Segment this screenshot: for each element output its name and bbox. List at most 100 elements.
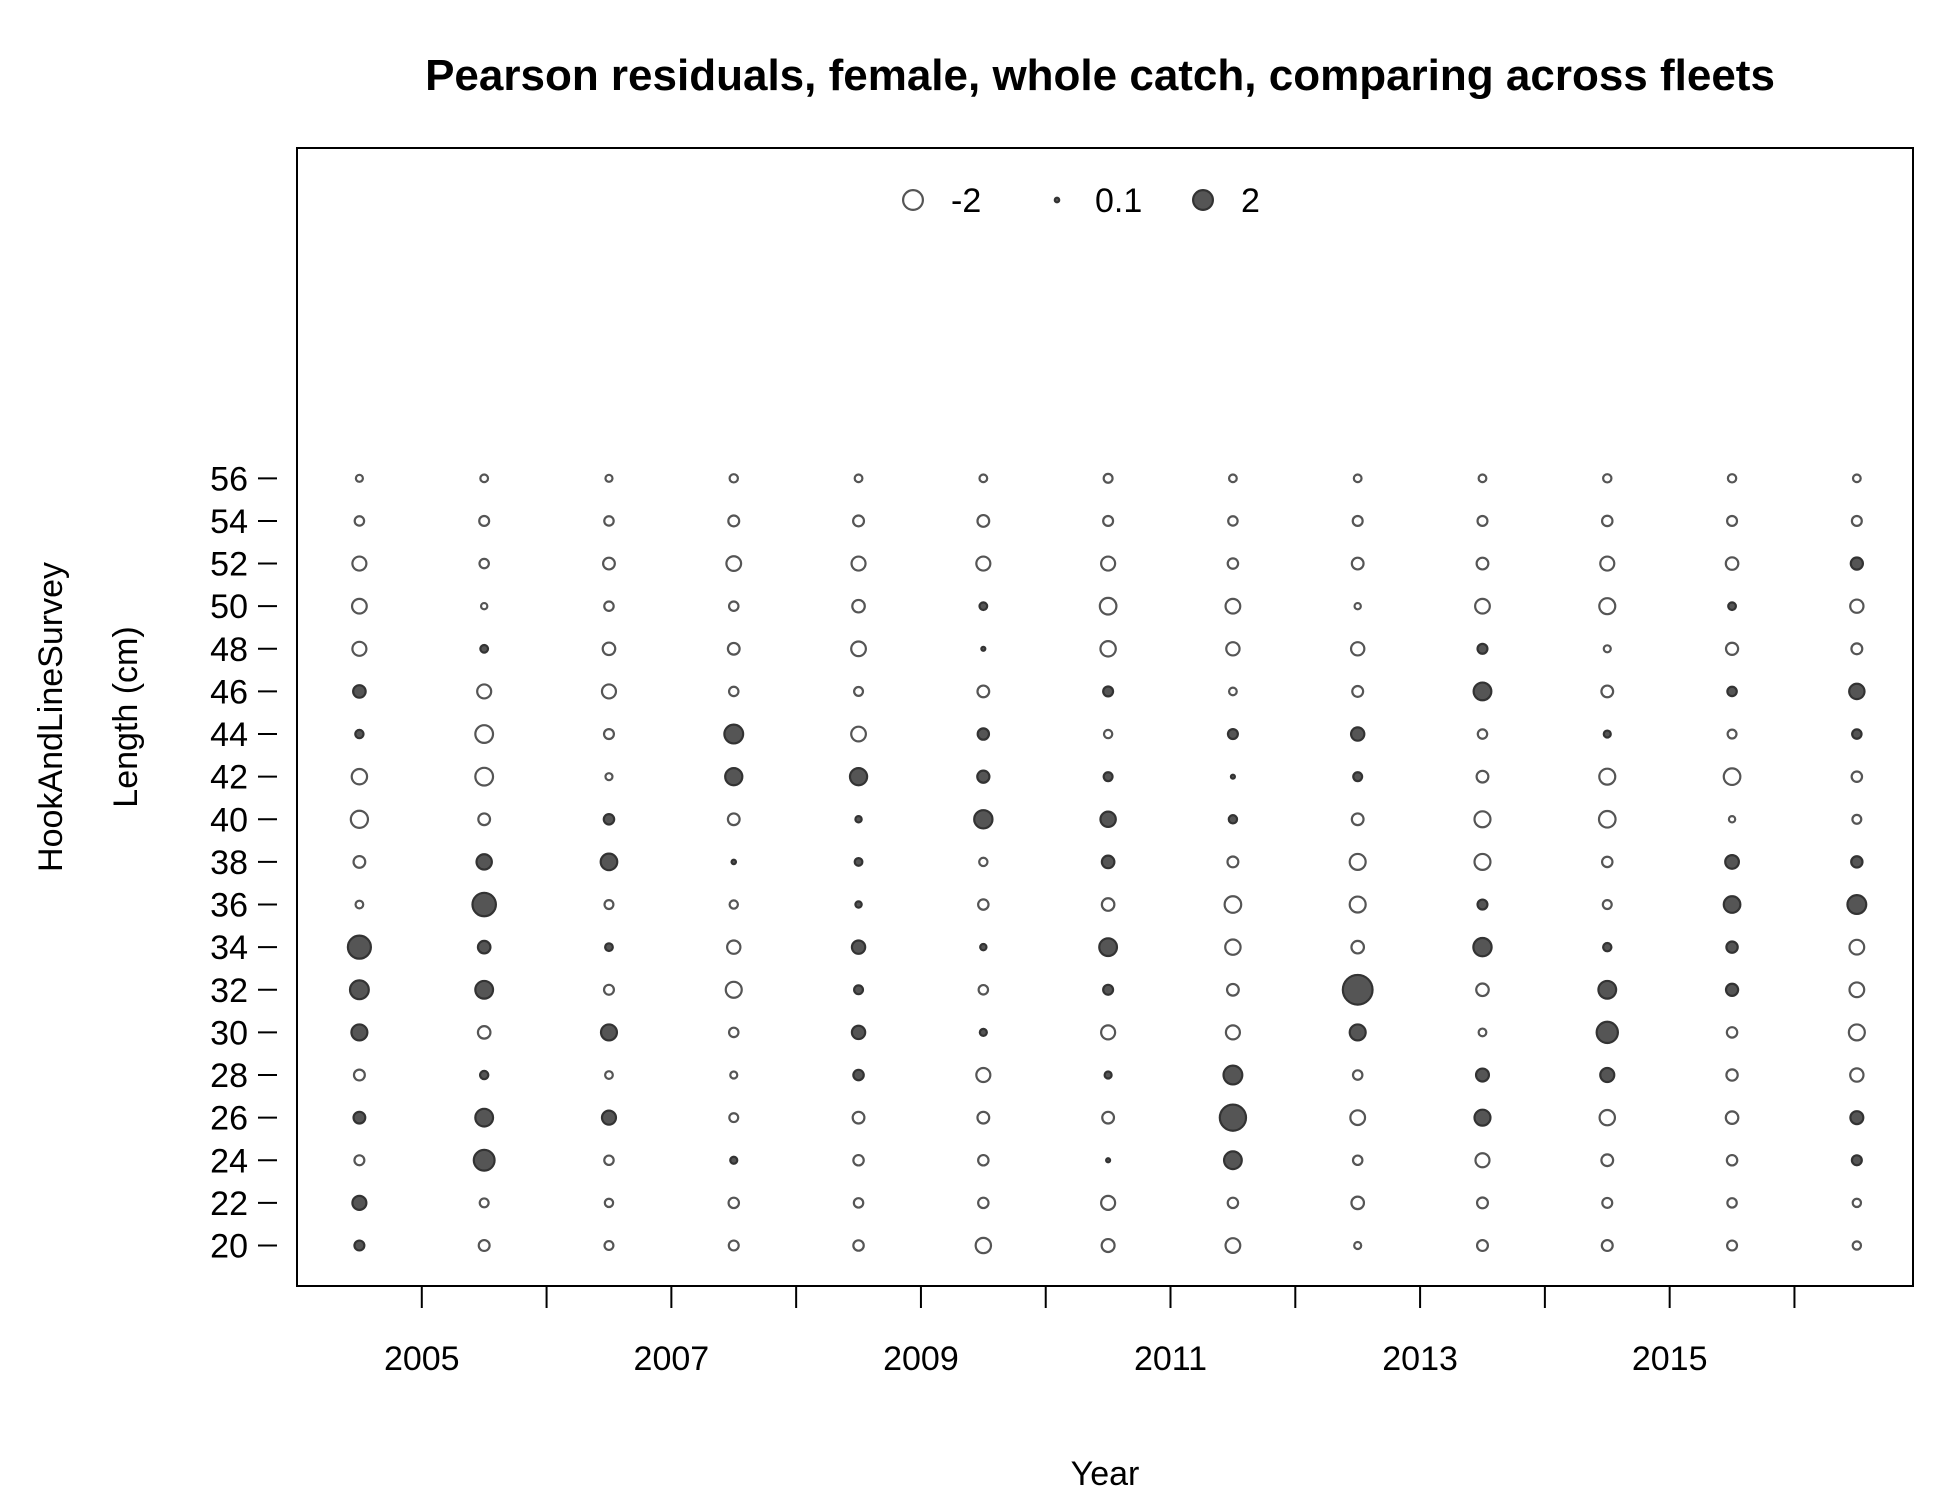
y-tick-label: 46 <box>210 673 248 711</box>
y-tick-label: 40 <box>210 801 248 839</box>
residual-bubble <box>1225 641 1241 657</box>
residual-bubble <box>1851 1197 1863 1209</box>
residual-bubble <box>479 601 489 611</box>
residual-bubble <box>476 1025 492 1040</box>
residual-bubble <box>1597 809 1617 829</box>
residual-bubble <box>976 513 991 528</box>
residual-bubble <box>854 900 863 909</box>
residual-bubble <box>1724 641 1740 656</box>
residual-bubble <box>602 727 616 741</box>
residual-bubble <box>1098 596 1118 616</box>
residual-bubble <box>850 939 867 955</box>
residual-bubble <box>478 1069 490 1081</box>
residual-bubble <box>1475 556 1490 571</box>
residual-bubble <box>1848 981 1866 999</box>
residual-bubble <box>975 555 992 572</box>
residual-bubble <box>978 473 989 484</box>
residual-bubble <box>1850 1154 1863 1167</box>
residual-bubble <box>1227 473 1238 484</box>
residual-bubble <box>1349 726 1366 742</box>
residual-bubble <box>977 1196 990 1210</box>
y-tick-label: 36 <box>210 887 248 925</box>
residual-bubble <box>1224 1024 1242 1041</box>
residual-bubble <box>1223 895 1243 914</box>
residual-bubble <box>1475 982 1490 998</box>
residual-bubble <box>1599 1066 1616 1084</box>
residual-bubble <box>602 556 616 571</box>
residual-bubble <box>853 856 864 867</box>
residual-bubble <box>1724 1110 1740 1126</box>
residual-bubble <box>1473 810 1492 829</box>
residual-bubble <box>352 684 367 699</box>
residual-bubble <box>351 1194 368 1211</box>
residual-bubble <box>1348 852 1367 871</box>
residual-bubble <box>474 724 495 745</box>
residual-bubble <box>978 856 989 868</box>
residual-bubble <box>850 640 867 658</box>
residual-bubble <box>1849 1110 1865 1126</box>
residual-bubble <box>850 1024 867 1041</box>
residual-bubble <box>1102 771 1114 783</box>
residual-bubble <box>1600 514 1614 528</box>
residual-bubble <box>1100 854 1116 870</box>
residual-bubble <box>1849 1067 1865 1083</box>
residual-bubble <box>1475 1238 1490 1253</box>
residual-bubble <box>852 1153 865 1167</box>
residual-bubble <box>1099 810 1117 829</box>
residual-bubble <box>1350 812 1365 827</box>
residual-bubble <box>728 473 739 484</box>
legend-bubble <box>1053 196 1061 204</box>
residual-bubble <box>726 939 742 955</box>
residual-bubble <box>1724 982 1740 997</box>
y-tick-label: 28 <box>210 1057 248 1095</box>
residual-bubble <box>603 1197 615 1209</box>
residual-bubble <box>977 898 990 911</box>
residual-bubble <box>1350 1195 1366 1211</box>
residual-bubble <box>1602 644 1612 654</box>
residual-bubble <box>476 683 493 700</box>
residual-bubble <box>726 812 741 827</box>
residual-bubble <box>1725 1026 1739 1039</box>
residual-bubble <box>853 473 864 484</box>
residual-bubble <box>1472 681 1493 702</box>
residual-bubble <box>1473 1108 1492 1127</box>
residual-bubble <box>1102 514 1115 527</box>
residual-bubble <box>976 727 991 741</box>
residual-bubble <box>1722 895 1742 914</box>
residual-bubble <box>599 852 619 872</box>
residual-bubble <box>1851 813 1863 825</box>
residual-bubble <box>727 1239 740 1252</box>
residual-bubble <box>1474 597 1491 615</box>
residual-bubble <box>848 766 869 787</box>
residual-bubble <box>350 767 369 786</box>
residual-bubble <box>1350 556 1365 571</box>
x-axis-label: Year <box>1071 1455 1140 1493</box>
residual-bubble <box>974 1236 993 1255</box>
x-tick-label: 2005 <box>384 1340 460 1378</box>
residual-bubble <box>1229 773 1236 780</box>
y-tick-label: 56 <box>210 460 248 498</box>
residual-bubble <box>1722 767 1742 787</box>
y-tick-label: 24 <box>210 1142 248 1180</box>
y-tick-label: 52 <box>210 546 248 584</box>
residual-bubble <box>1352 473 1363 484</box>
residual-bubble <box>979 942 988 952</box>
residual-bubble <box>1599 555 1616 572</box>
residual-bubble <box>977 1153 990 1167</box>
residual-bubble <box>1851 473 1862 484</box>
x-axis: 2005 2007 2009 2011 2013 2015 <box>384 1286 1796 1378</box>
residual-bubble <box>477 812 492 827</box>
residual-bubble <box>1224 597 1242 615</box>
residual-bubble <box>727 1026 740 1039</box>
residual-bubble <box>354 728 365 740</box>
residual-bubble <box>353 1239 366 1252</box>
residual-bubble <box>350 597 368 615</box>
residual-bubble <box>354 899 365 910</box>
residual-bubble <box>723 723 745 745</box>
residual-bubble <box>1218 1103 1248 1132</box>
residual-bubble <box>852 1068 865 1082</box>
residual-bubble <box>976 769 991 784</box>
residual-bubble <box>1226 1196 1240 1210</box>
y-tick-label: 44 <box>210 716 248 754</box>
